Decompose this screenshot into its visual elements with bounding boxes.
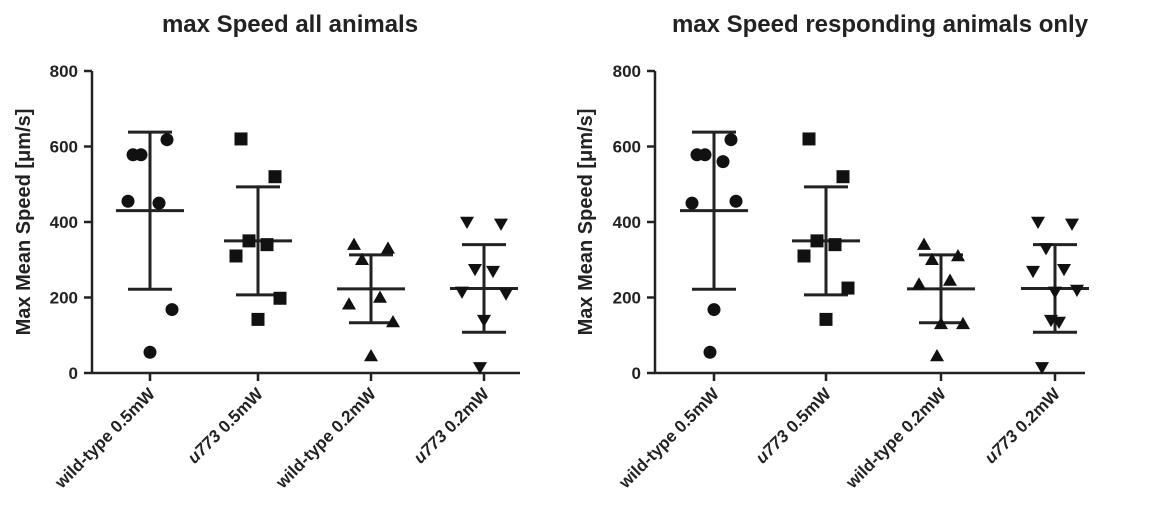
data-point <box>703 345 717 359</box>
data-point <box>121 194 135 208</box>
data-point <box>152 196 166 210</box>
data-point <box>828 238 842 252</box>
data-point <box>460 216 474 229</box>
error-bars <box>680 130 1089 334</box>
data-point <box>486 265 500 279</box>
x-category-label: u773 0.5mW <box>752 384 836 468</box>
x-categories: wild-type 0.5mW u773 0.5mW wild-type 0.2mW… <box>51 373 494 493</box>
y-tick-label: 400 <box>50 213 78 232</box>
y-tick-label: 800 <box>613 62 641 81</box>
data-point <box>347 237 361 250</box>
y-tick-label: 200 <box>50 289 78 308</box>
data-point <box>381 241 395 254</box>
data-point <box>355 252 369 265</box>
data-point <box>165 303 179 317</box>
x-category-label: u773 0.2mW <box>981 384 1065 468</box>
data-point <box>685 196 699 210</box>
data-point <box>251 312 265 326</box>
data-point <box>836 170 850 184</box>
data-point <box>143 345 157 359</box>
data-point <box>1065 218 1079 231</box>
data-point <box>934 316 948 330</box>
data-point <box>925 252 939 265</box>
chart-title: max Speed responding animals only <box>672 11 1089 38</box>
data-point <box>234 132 248 146</box>
x-category-label: u773 0.2mW <box>410 384 494 468</box>
y-axis-label: Max Mean Speed [μm/s] <box>13 109 35 336</box>
x-category-label: wild-type 0.2mW <box>842 384 951 493</box>
axes <box>90 71 520 375</box>
data-point <box>342 297 356 310</box>
data-point <box>364 349 378 362</box>
data-point <box>698 148 712 162</box>
data-points <box>685 132 1084 375</box>
data-point <box>1035 362 1049 375</box>
data-point <box>260 238 274 252</box>
data-point <box>841 281 855 295</box>
data-point <box>1039 243 1053 256</box>
data-point <box>134 148 148 162</box>
data-point <box>473 362 487 375</box>
data-point <box>1048 286 1062 299</box>
data-point <box>917 237 931 250</box>
y-tick-label: 200 <box>613 289 641 308</box>
data-point <box>242 234 256 248</box>
data-point <box>943 273 957 286</box>
data-point <box>810 234 824 248</box>
data-point <box>724 133 738 147</box>
y-axis-label: Max Mean Speed [μm/s] <box>575 109 597 336</box>
data-point <box>1031 216 1045 229</box>
data-point <box>1026 265 1040 279</box>
y-tick-label: 600 <box>50 138 78 157</box>
x-category-label: wild-type 0.5mW <box>615 384 724 493</box>
data-point <box>499 288 513 301</box>
data-point <box>229 249 243 263</box>
data-point <box>716 155 730 169</box>
error-bars <box>116 130 518 334</box>
y-ticks: 0 200 400 600 800 <box>50 62 92 383</box>
y-tick-label: 800 <box>50 62 78 81</box>
data-point <box>956 316 970 330</box>
data-point <box>802 132 816 146</box>
data-point <box>160 133 174 147</box>
data-point <box>912 277 926 290</box>
y-tick-label: 600 <box>613 138 641 157</box>
chart-panel-all-animals: max Speed all animals Max Mean Speed [μm… <box>13 11 520 493</box>
data-point <box>268 170 282 184</box>
data-point <box>930 349 944 362</box>
data-point <box>477 314 491 328</box>
data-point <box>819 312 833 326</box>
y-tick-label: 400 <box>613 213 641 232</box>
axes <box>653 71 1085 375</box>
data-point <box>1052 316 1066 330</box>
data-points <box>121 132 513 375</box>
chart-title: max Speed all animals <box>162 11 418 38</box>
data-point <box>1057 263 1071 277</box>
data-point <box>455 286 469 299</box>
data-point <box>386 315 400 328</box>
chart-panel-responding-animals: max Speed responding animals only Max Me… <box>575 11 1089 493</box>
data-point <box>1070 284 1084 297</box>
x-categories: wild-type 0.5mW u773 0.5mW wild-type 0.2mW… <box>615 373 1065 493</box>
data-point <box>373 290 387 303</box>
x-category-label: wild-type 0.2mW <box>272 384 381 493</box>
y-ticks: 0 200 400 600 800 <box>613 62 655 383</box>
data-point <box>951 248 965 262</box>
data-point <box>468 263 482 277</box>
data-point <box>494 218 508 231</box>
data-point <box>797 249 811 263</box>
data-point <box>707 303 721 317</box>
x-category-label: u773 0.5mW <box>184 384 268 468</box>
data-point <box>273 291 287 305</box>
y-tick-label: 0 <box>69 364 78 383</box>
data-point <box>729 194 743 208</box>
y-tick-label: 0 <box>632 364 641 383</box>
x-category-label: wild-type 0.5mW <box>51 384 160 493</box>
